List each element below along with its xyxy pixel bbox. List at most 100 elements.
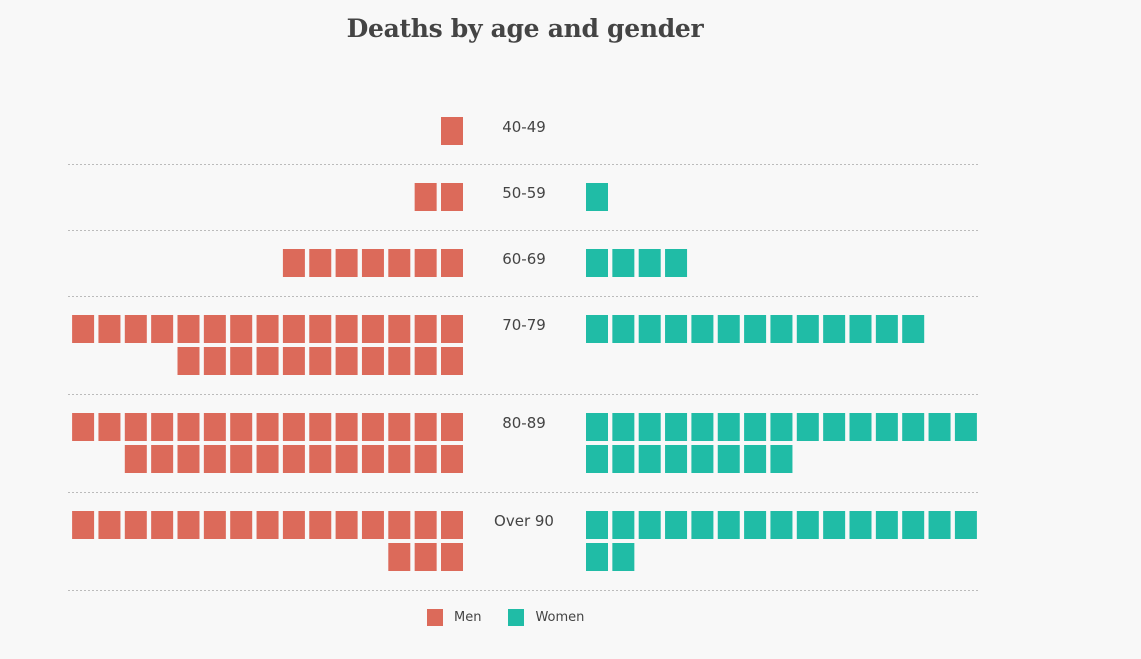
men-square bbox=[309, 413, 332, 441]
men-square bbox=[256, 511, 279, 539]
women-square bbox=[612, 315, 635, 343]
men-square bbox=[441, 315, 463, 343]
women-square bbox=[665, 413, 688, 441]
men-square bbox=[282, 315, 305, 343]
men-square bbox=[309, 445, 332, 473]
women-square bbox=[638, 445, 661, 473]
men-square bbox=[361, 445, 384, 473]
legend: Men Women bbox=[427, 609, 584, 626]
women-square bbox=[665, 445, 688, 473]
men-square bbox=[256, 315, 279, 343]
men-square bbox=[177, 511, 200, 539]
women-square bbox=[691, 315, 714, 343]
men-square bbox=[414, 413, 437, 441]
men-square bbox=[177, 347, 200, 375]
men-square bbox=[335, 315, 358, 343]
men-square bbox=[388, 445, 411, 473]
women-square bbox=[665, 511, 688, 539]
men-square bbox=[282, 249, 305, 277]
men-square bbox=[256, 445, 279, 473]
men-square bbox=[335, 413, 358, 441]
women-square bbox=[902, 315, 925, 343]
men-square bbox=[230, 511, 253, 539]
men-square bbox=[177, 413, 200, 441]
women-square bbox=[744, 511, 767, 539]
women-square bbox=[849, 511, 872, 539]
women-square bbox=[770, 511, 793, 539]
men-square bbox=[124, 511, 147, 539]
men-square bbox=[388, 413, 411, 441]
women-square bbox=[770, 445, 793, 473]
men-square bbox=[72, 413, 95, 441]
men-square bbox=[98, 511, 121, 539]
men-square bbox=[335, 347, 358, 375]
women-square bbox=[902, 413, 925, 441]
women-square bbox=[875, 511, 898, 539]
men-square bbox=[441, 183, 463, 211]
women-square bbox=[586, 413, 608, 441]
men-square bbox=[256, 413, 279, 441]
men-square bbox=[414, 347, 437, 375]
men-square bbox=[230, 347, 253, 375]
women-square bbox=[717, 445, 740, 473]
men-square bbox=[441, 249, 463, 277]
women-square bbox=[638, 413, 661, 441]
women-square bbox=[928, 511, 951, 539]
women-square bbox=[875, 315, 898, 343]
men-square bbox=[282, 347, 305, 375]
legend-item-women: Women bbox=[508, 609, 584, 626]
category-label: 70-79 bbox=[502, 316, 546, 334]
men-square bbox=[441, 347, 463, 375]
legend-swatch-women bbox=[508, 609, 525, 626]
men-square bbox=[388, 249, 411, 277]
legend-label-women: Women bbox=[535, 610, 585, 625]
men-square bbox=[124, 445, 147, 473]
women-square bbox=[612, 445, 635, 473]
category-label: Over 90 bbox=[494, 512, 554, 530]
women-square bbox=[796, 413, 819, 441]
women-square bbox=[770, 413, 793, 441]
men-square bbox=[414, 315, 437, 343]
men-square bbox=[361, 511, 384, 539]
men-square bbox=[335, 249, 358, 277]
men-square bbox=[151, 445, 174, 473]
men-square bbox=[230, 445, 253, 473]
men-square bbox=[414, 445, 437, 473]
men-square bbox=[124, 413, 147, 441]
men-square bbox=[98, 315, 121, 343]
men-square bbox=[309, 315, 332, 343]
women-square bbox=[875, 413, 898, 441]
men-square bbox=[177, 315, 200, 343]
women-square bbox=[638, 315, 661, 343]
men-square bbox=[388, 543, 411, 571]
women-square bbox=[928, 413, 951, 441]
women-square bbox=[770, 315, 793, 343]
legend-swatch-men bbox=[427, 609, 443, 626]
legend-item-men: Men bbox=[427, 609, 481, 626]
women-square bbox=[612, 249, 635, 277]
women-square bbox=[586, 543, 608, 571]
women-square bbox=[691, 445, 714, 473]
men-square bbox=[230, 315, 253, 343]
men-square bbox=[414, 511, 437, 539]
men-square bbox=[282, 413, 305, 441]
men-square bbox=[414, 249, 437, 277]
women-square bbox=[586, 183, 608, 211]
men-square bbox=[414, 543, 437, 571]
women-square bbox=[796, 315, 819, 343]
men-square bbox=[230, 413, 253, 441]
men-square bbox=[203, 413, 226, 441]
category-label: 80-89 bbox=[502, 414, 546, 432]
women-square bbox=[586, 249, 608, 277]
women-square bbox=[744, 445, 767, 473]
men-square bbox=[203, 445, 226, 473]
legend-label-men: Men bbox=[454, 610, 482, 625]
women-square bbox=[717, 413, 740, 441]
men-square bbox=[309, 249, 332, 277]
men-square bbox=[282, 445, 305, 473]
women-square bbox=[849, 413, 872, 441]
men-square bbox=[441, 445, 463, 473]
men-square bbox=[203, 511, 226, 539]
women-square bbox=[849, 315, 872, 343]
men-square bbox=[309, 347, 332, 375]
